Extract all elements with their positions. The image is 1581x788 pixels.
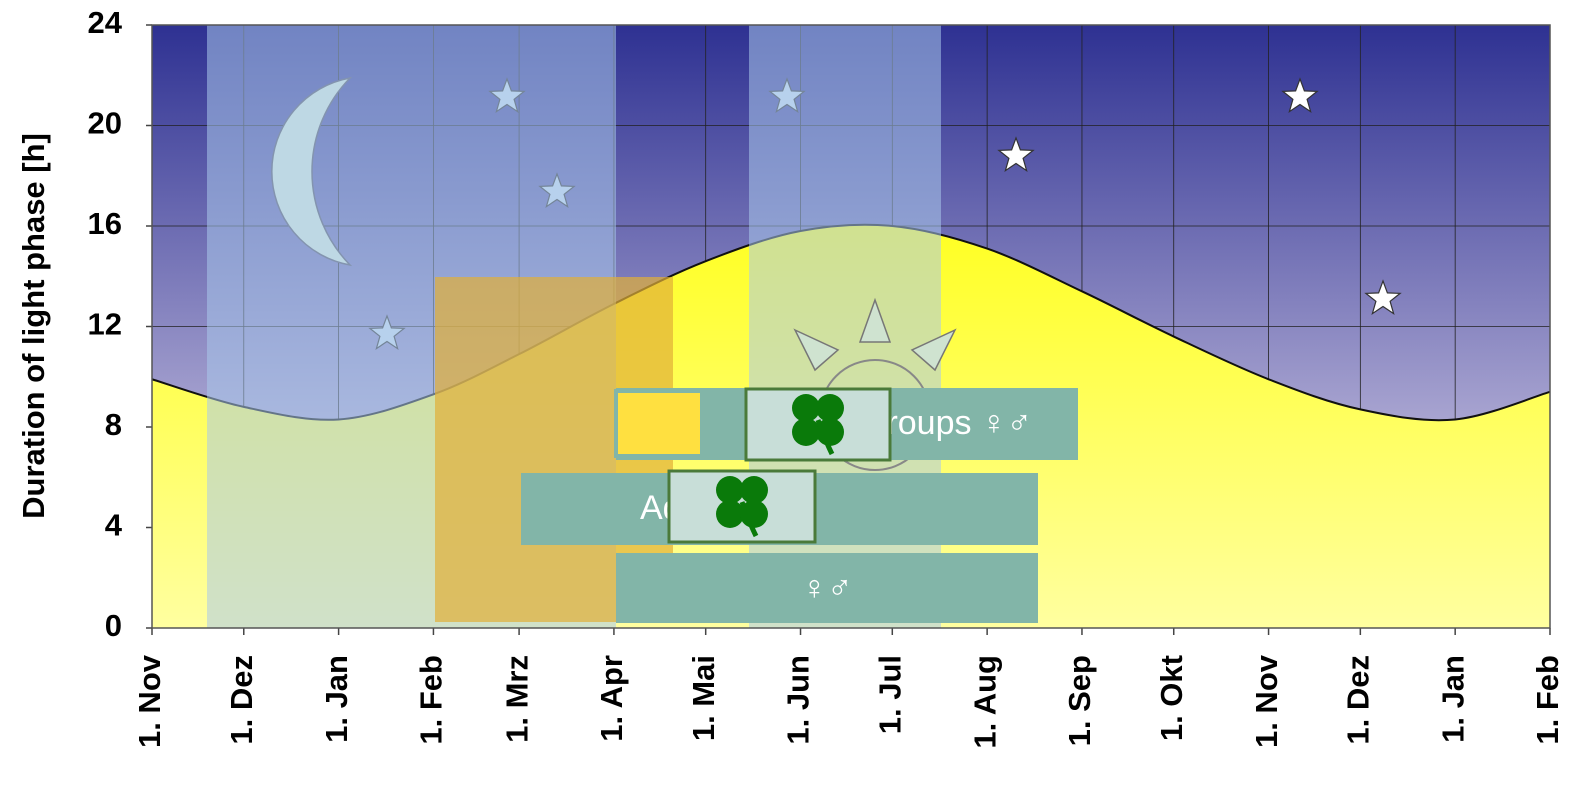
- y-tick-label: 24: [88, 5, 123, 40]
- x-tick-label: 1. Sep: [1062, 655, 1097, 746]
- y-tick-label: 12: [88, 307, 122, 342]
- plot-frame: [151, 24, 1551, 629]
- x-tick-label: 1. Jul: [872, 655, 907, 734]
- x-tick-label: 1. Nov: [1249, 654, 1284, 748]
- y-tick-label: 20: [88, 106, 122, 141]
- x-tick-label: 1. Jan: [319, 655, 354, 743]
- x-tick-label: 1. Okt: [1154, 655, 1189, 741]
- x-tick-label: 1. Dez: [224, 655, 259, 745]
- y-tick-label: 8: [105, 407, 122, 442]
- y-tick-label: 16: [88, 206, 122, 241]
- x-tick-label: 1. Mrz: [499, 655, 534, 743]
- clover-boxes: [667, 387, 892, 544]
- y-tick-label: 0: [105, 608, 122, 643]
- x-tick-label: 1. Nov: [132, 654, 167, 748]
- x-tick-label: 1. Dez: [1341, 655, 1376, 745]
- x-tick-label: 1. Feb: [414, 655, 449, 745]
- x-tick-label: 1. Feb: [1530, 655, 1565, 745]
- x-tick-label: 1. Aug: [967, 655, 1002, 749]
- x-tick-label: 1. Jun: [781, 655, 816, 745]
- y-tick-label: 4: [105, 508, 123, 543]
- x-tick-label: 1. Apr: [594, 655, 629, 742]
- x-tick-label: 1. Jan: [1435, 655, 1470, 743]
- x-tick-label: 1. Mai: [686, 655, 721, 741]
- y-axis-title: Duration of light phase [h]: [16, 133, 51, 519]
- annotation: ♀♂: [802, 569, 853, 607]
- decorations: [207, 25, 1401, 628]
